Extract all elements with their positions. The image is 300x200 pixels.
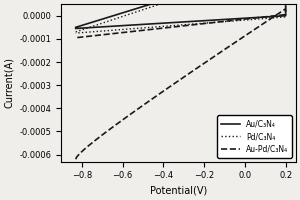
Au-Pd/C₃N₄ [264,21,268,23]
Au-Pd/C₃N₄ [246,18,250,20]
Line: Au-Pd/C₃N₄: Au-Pd/C₃N₄ [76,9,286,159]
Au/C₃N₄ [246,17,250,19]
Line: Au/C₃N₄: Au/C₃N₄ [76,0,286,28]
Legend: Au/C₃N₄, Pd/C₃N₄, Au-Pd/C₃N₄: Au/C₃N₄, Pd/C₃N₄, Au-Pd/C₃N₄ [217,115,292,158]
Au/C₃N₄ [74,27,77,30]
Au-Pd/C₃N₄ [74,37,77,39]
Pd/C₃N₄ [74,32,77,34]
Au/C₃N₄ [148,3,152,6]
Au-Pd/C₃N₄ [213,21,217,24]
Au/C₃N₄ [74,26,77,29]
Pd/C₃N₄ [213,21,217,24]
Pd/C₃N₄ [74,31,77,33]
Au-Pd/C₃N₄ [182,76,186,78]
Au/C₃N₄ [177,21,181,23]
Pd/C₃N₄ [148,6,152,9]
Y-axis label: Current(A): Current(A) [4,57,14,108]
Pd/C₃N₄ [246,19,250,21]
Au-Pd/C₃N₄ [177,25,181,28]
Au/C₃N₄ [213,19,217,21]
Pd/C₃N₄ [177,24,181,26]
Au-Pd/C₃N₄ [148,99,152,102]
Line: Pd/C₃N₄: Pd/C₃N₄ [76,0,286,33]
X-axis label: Potential(V): Potential(V) [150,186,207,196]
Au-Pd/C₃N₄ [284,8,287,10]
Au-Pd/C₃N₄ [74,158,77,160]
